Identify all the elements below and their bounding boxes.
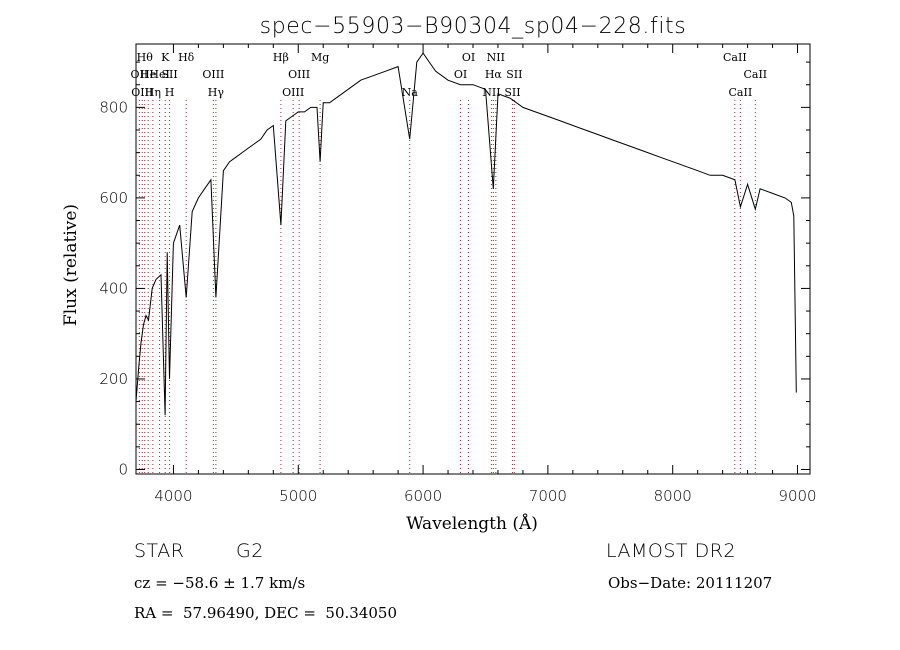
x-tick-label: 8000 [654, 487, 692, 505]
y-tick-label: 800 [99, 98, 128, 116]
x-tick-label: 7000 [529, 487, 567, 505]
spectrum-series [135, 52, 797, 416]
line-markers: OIIOIIIHθHeHηHeIKHSIIHδOIIIHγHβOIIIOIIIM… [131, 51, 767, 474]
coordinates-text: RA = 57.96490, DEC = 50.34050 [134, 604, 398, 622]
line-label-0-0: OII [131, 68, 149, 81]
observation-date: Obs−Date: 20111207 [608, 574, 773, 592]
line-label-8-0: Hδ [178, 51, 195, 64]
line-label-25-0: CaII [743, 68, 767, 81]
chart-title: spec−55903−B90304_sp04−228.fits [260, 14, 687, 39]
line-label-10-0: Hγ [208, 86, 225, 99]
line-label-24-0: CaII [729, 86, 753, 99]
x-axis-label: Wavelength (Å) [406, 513, 538, 534]
x-tick-label: 6000 [404, 487, 442, 505]
spectrum-line [135, 52, 797, 416]
data-release: LAMOST DR2 [606, 540, 736, 562]
line-label-7-0: H [165, 86, 175, 99]
redshift-text: cz = −58.6 ± 1.7 km/s [134, 574, 306, 592]
x-tick-label: 4000 [154, 487, 192, 505]
line-label-9-0: OIII [202, 68, 224, 81]
line-label-5-0: HeI [149, 68, 169, 81]
line-label-18-0: NII [482, 86, 500, 99]
line-label-2-0: Hθ [137, 51, 154, 64]
line-label-23-0: CaII [723, 51, 747, 64]
y-tick-label: 200 [99, 370, 128, 388]
line-label-6-0: K [161, 51, 170, 64]
y-tick-label: 600 [99, 189, 128, 207]
object-class: STAR [134, 540, 185, 562]
line-label-17-0: OI [462, 51, 475, 64]
object-subclass: G2 [236, 540, 264, 562]
y-tick-label: 400 [99, 279, 128, 297]
line-label-11-0: Hβ [273, 51, 289, 64]
line-label-1-0: OIII [131, 86, 153, 99]
y-axis-label: Flux (relative) [61, 204, 81, 326]
line-label-20-0: NII [487, 51, 505, 64]
line-label-13-0: OIII [288, 68, 310, 81]
plot-frame [135, 43, 811, 475]
line-label-22-0: SII [506, 68, 522, 81]
line-label-4-0: Hη [145, 86, 161, 99]
line-label-15-0: Na [402, 86, 419, 99]
x-tick-label: 5000 [279, 487, 317, 505]
line-label-12-0: OIII [282, 86, 304, 99]
y-axis: 0 200 400 600 800 [99, 61, 810, 478]
y-tick-label: 0 [118, 460, 128, 478]
line-label-16-0: OI [454, 68, 467, 81]
line-label-19-0: Hα [485, 68, 503, 81]
line-label-21-0: SII [504, 86, 520, 99]
x-axis: 4000 5000 6000 7000 8000 9000 [154, 44, 817, 505]
x-tick-label: 9000 [778, 487, 816, 505]
line-label-7-1: SII [161, 68, 177, 81]
line-label-3-0: He [140, 68, 156, 81]
line-label-14-0: Mg [311, 51, 329, 64]
